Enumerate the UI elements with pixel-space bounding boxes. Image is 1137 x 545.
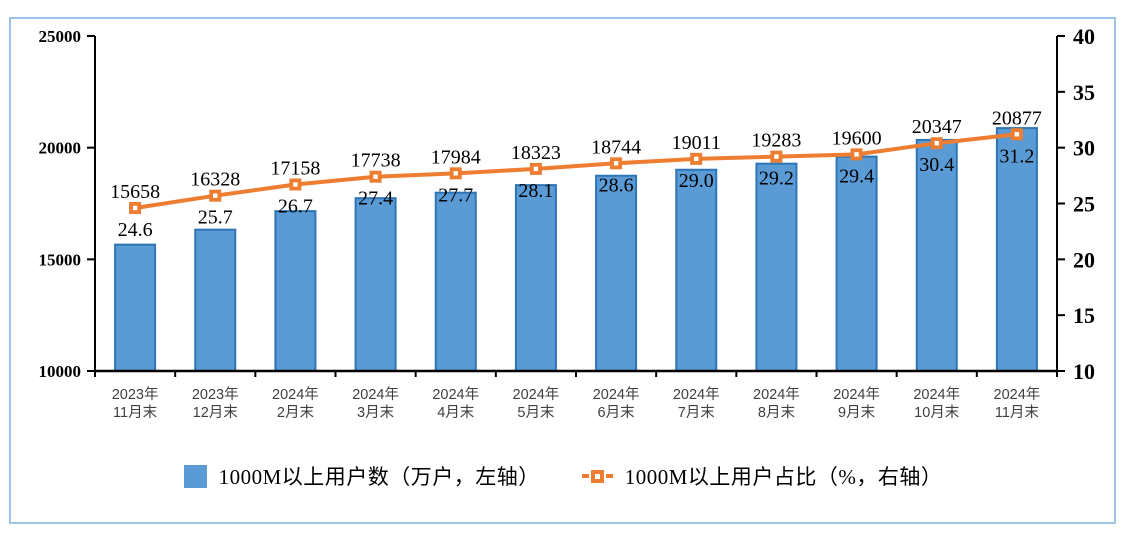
left-axis-tick-label: 10000	[39, 362, 82, 381]
x-axis-label-line1: 2024年	[913, 386, 960, 403]
bar	[595, 174, 638, 372]
x-axis-label-line2: 11月末	[113, 404, 158, 421]
bar	[675, 168, 718, 372]
bar-value-label: 19283	[751, 130, 801, 152]
bar-value-label: 19600	[832, 127, 882, 149]
right-axis-tick-label: 15	[1073, 303, 1095, 328]
x-axis-label-line1: 2024年	[833, 386, 880, 403]
x-axis-label-line2: 9月末	[838, 404, 876, 421]
line-marker-center	[694, 156, 699, 162]
x-axis-label-line1: 2024年	[513, 386, 560, 403]
x-axis-label-line1: 2023年	[192, 386, 239, 403]
left-axis-tick-label: 25000	[39, 27, 82, 46]
bar-value-label: 16328	[190, 169, 240, 191]
legend-item-line-series: 1000M以上用户占比（%，右轴）	[581, 461, 943, 491]
bar	[434, 191, 477, 372]
line-series	[134, 132, 1018, 210]
bar-series-swatch-icon	[183, 464, 207, 488]
bar-value-label: 20347	[912, 116, 962, 138]
line-dash-icon	[605, 474, 613, 478]
x-axis-label-line1: 2023年	[112, 386, 159, 403]
x-axis-label-line2: 12月末	[193, 404, 239, 421]
right-axis-tick-label: 20	[1073, 247, 1095, 272]
line-marker-center	[774, 154, 779, 159]
bar-value-label: 17984	[431, 146, 481, 168]
pct-value-label: 29.4	[839, 165, 874, 187]
pct-value-label: 29.2	[759, 168, 794, 190]
legend-label-line-series: 1000M以上用户占比（%，右轴）	[624, 465, 943, 489]
bar	[194, 228, 237, 372]
bar	[835, 155, 878, 372]
line-marker-center	[1014, 132, 1020, 137]
bar	[274, 210, 317, 372]
right-axis-tick-label: 10	[1073, 359, 1095, 384]
pct-value-label: 29.0	[679, 170, 714, 192]
x-axis-label-line2: 7月末	[678, 404, 716, 421]
x-axis-label-line1: 2024年	[593, 386, 640, 403]
bar	[114, 243, 157, 372]
pct-value-label: 30.4	[919, 154, 954, 176]
pct-value-label: 25.7	[198, 207, 233, 229]
line-marker-center	[613, 161, 619, 166]
x-axis-label-line2: 11月末	[995, 404, 1040, 421]
left-axis-tick-label: 15000	[39, 250, 82, 269]
right-axis-tick-label: 30	[1073, 136, 1095, 161]
bar	[514, 184, 557, 372]
legend-label-bar-series: 1000M以上用户数（万户，左轴）	[218, 465, 540, 489]
right-axis-tick-label: 40	[1073, 24, 1095, 49]
pct-value-label: 28.1	[518, 180, 553, 202]
x-axis-label-line1: 2024年	[673, 386, 720, 403]
line-series-marker-icon	[581, 469, 613, 483]
pct-value-label: 27.4	[358, 188, 393, 210]
bar-value-label: 20877	[992, 107, 1042, 129]
x-axis-label-line2: 4月末	[437, 404, 475, 421]
line-marker-center	[453, 171, 458, 176]
left-axis-tick-label: 20000	[39, 139, 82, 158]
bar	[915, 138, 958, 372]
bar-value-label: 18323	[511, 142, 561, 164]
bar-value-label: 19011	[672, 132, 721, 154]
right-axis-tick-label: 25	[1073, 192, 1095, 217]
pct-value-label: 24.6	[118, 219, 153, 241]
line-marker-center	[934, 141, 939, 146]
bar	[354, 197, 397, 372]
line-marker-center	[293, 182, 298, 187]
line-dash-icon	[581, 474, 589, 478]
x-axis-label-line2: 5月末	[517, 404, 555, 421]
pct-value-label: 26.7	[278, 196, 313, 218]
line-marker-center	[373, 174, 378, 179]
x-axis-label-line1: 2024年	[994, 386, 1041, 403]
x-axis-label-line1: 2024年	[352, 386, 399, 403]
pct-value-label: 28.6	[599, 174, 634, 196]
pct-value-label: 31.2	[999, 145, 1034, 167]
bar	[755, 162, 798, 372]
line-marker-center	[854, 152, 859, 157]
bar-value-label: 18744	[591, 136, 641, 158]
line-marker-center	[533, 166, 539, 172]
x-axis-label-line1: 2024年	[753, 386, 800, 403]
right-axis-tick-label: 35	[1073, 80, 1095, 105]
x-axis-label-line2: 8月末	[758, 404, 796, 421]
x-axis-label-line2: 3月末	[357, 404, 395, 421]
x-axis-label-line1: 2024年	[272, 386, 319, 403]
line-square-marker-icon	[590, 469, 604, 483]
line-marker-center	[213, 193, 218, 198]
bar-value-label: 17158	[270, 158, 320, 180]
pct-value-label: 27.7	[438, 184, 473, 206]
x-axis-label-line2: 2月末	[277, 404, 315, 421]
x-axis-label-line2: 6月末	[598, 404, 636, 421]
legend: 1000M以上用户数（万户，左轴） 1000M以上用户占比（%，右轴）	[10, 456, 1116, 496]
legend-item-bar-series: 1000M以上用户数（万户，左轴）	[183, 461, 540, 491]
bar-value-label: 15658	[110, 181, 160, 203]
line-marker-center	[132, 205, 138, 211]
bar-value-label: 17738	[351, 150, 401, 172]
x-axis-label-line2: 10月末	[914, 404, 960, 421]
x-axis-label-line1: 2024年	[432, 386, 479, 403]
